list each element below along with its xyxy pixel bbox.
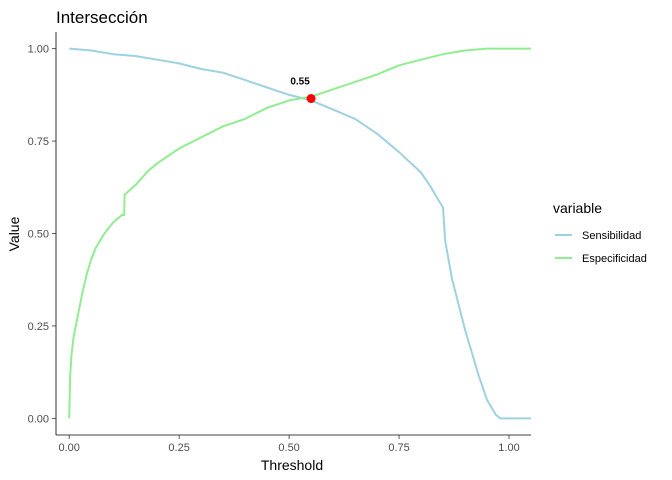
legend-title: variable <box>553 200 602 216</box>
legend-label-sensibilidad: Sensibilidad <box>582 230 641 242</box>
x-axis-title: Threshold <box>261 457 323 473</box>
x-axis-ticks: 0.00 0.25 0.50 0.75 1.00 <box>58 435 520 454</box>
series-line-especificidad <box>68 47 531 419</box>
x-tick-label: 0.00 <box>58 442 79 454</box>
y-tick-label: 0.50 <box>28 229 49 241</box>
intersection-label: 0.55 <box>290 77 310 88</box>
y-axis-ticks: 0.00 0.25 0.50 0.75 1.00 <box>28 44 56 425</box>
y-tick-label: 0.00 <box>28 413 49 425</box>
legend: variable Sensibilidad Especificidad <box>553 200 647 265</box>
y-tick-label: 1.00 <box>28 44 49 56</box>
y-tick-label: 0.25 <box>28 321 49 333</box>
legend-label-especificidad: Especificidad <box>582 253 647 265</box>
x-tick-label: 0.50 <box>278 442 299 454</box>
y-axis-title: Value <box>6 216 22 251</box>
annotation-layer: 0.55 <box>290 77 316 104</box>
y-tick-label: 0.75 <box>28 136 49 148</box>
x-tick-label: 1.00 <box>498 442 519 454</box>
x-tick-label: 0.75 <box>388 442 409 454</box>
intersection-point <box>306 94 316 104</box>
x-tick-label: 0.25 <box>168 442 189 454</box>
series-layer <box>68 47 531 420</box>
chart-title: Intersección <box>56 8 148 27</box>
series-line-sensibilidad <box>69 47 531 420</box>
